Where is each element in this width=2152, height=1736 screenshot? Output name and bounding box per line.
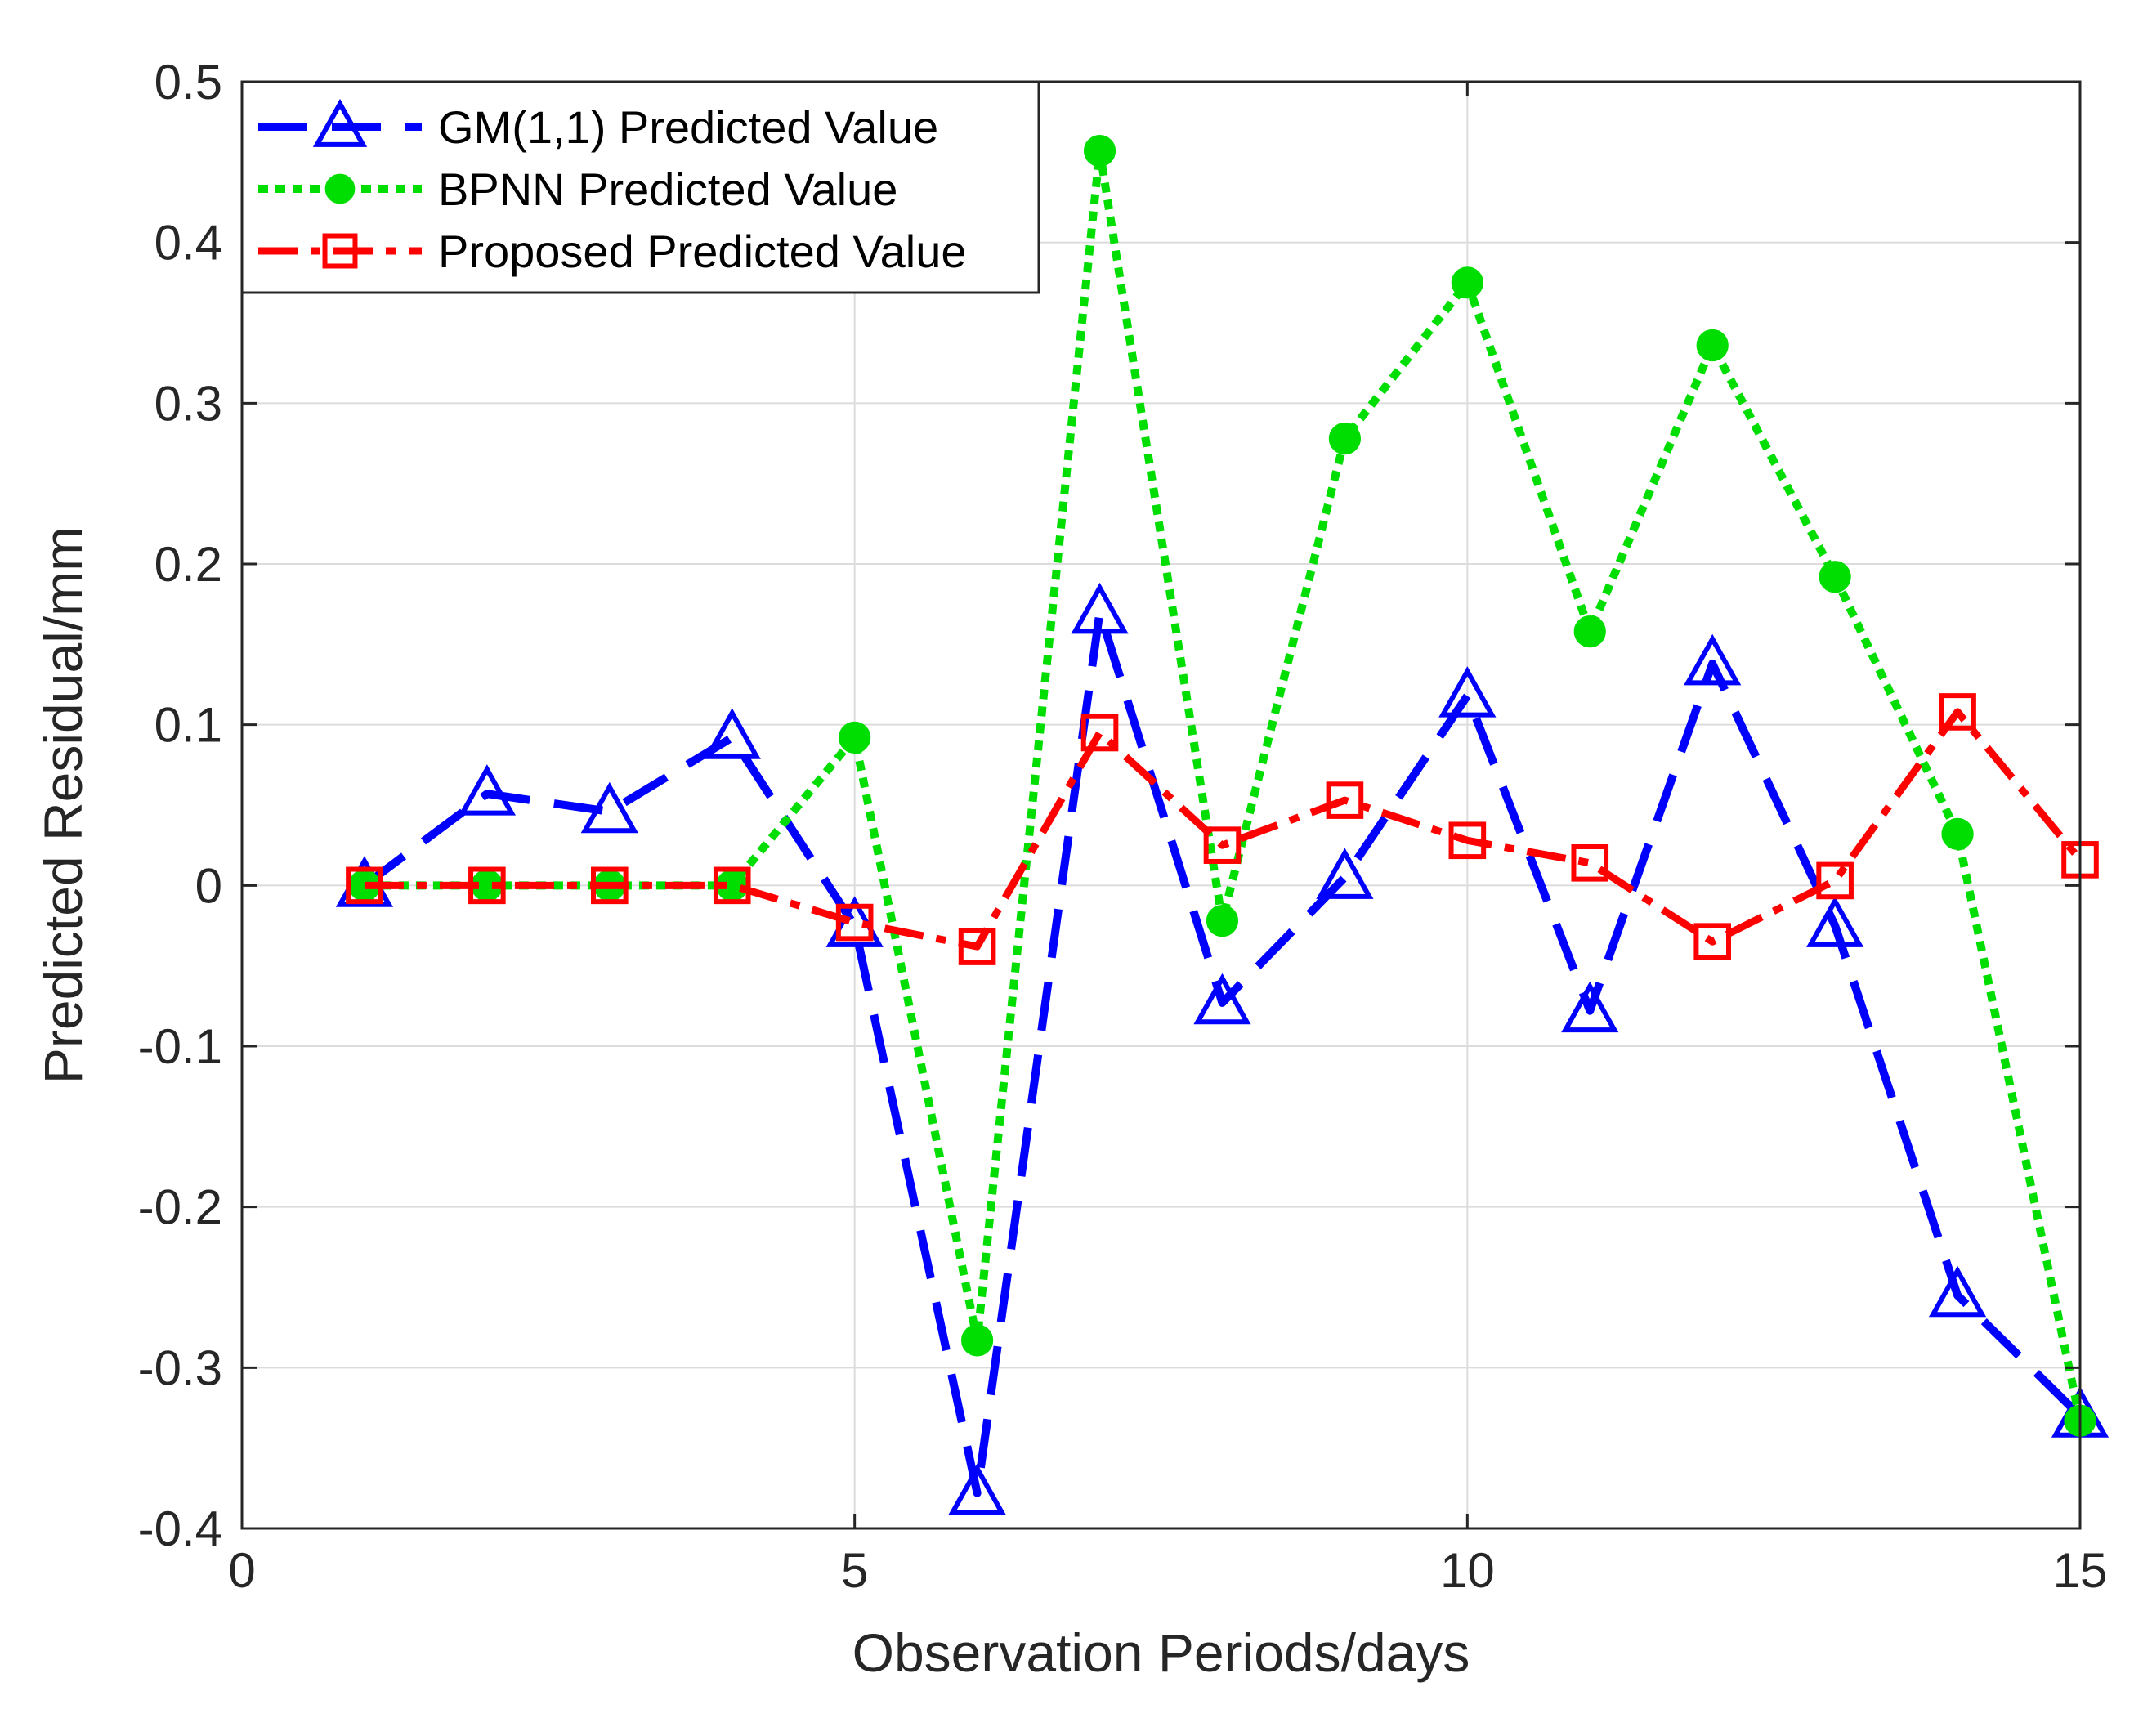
triangle-marker — [1316, 848, 1374, 899]
legend-item-2: BPNN Predicted Value — [258, 163, 897, 215]
series-line — [361, 608, 2083, 1497]
x-tick-label: 5 — [841, 1543, 868, 1598]
plot-area-border — [240, 80, 2082, 1530]
y-tick-label: 0 — [195, 858, 222, 913]
y-tick-label: -0.3 — [138, 1340, 222, 1395]
triangle-marker — [1438, 666, 1497, 718]
square-marker — [322, 233, 358, 269]
square-marker — [468, 866, 506, 905]
square-marker — [1571, 844, 1609, 882]
triangle-marker — [580, 781, 638, 834]
triangle-marker — [1928, 1265, 1987, 1318]
square-marker — [1939, 693, 1976, 731]
triangle-marker — [458, 764, 516, 816]
x-axis-label: Observation Periods/days — [852, 1622, 1470, 1683]
triangle-marker — [1561, 981, 1619, 1033]
circle-marker — [1819, 561, 1851, 593]
axis-ticks — [240, 80, 2082, 1530]
square-marker — [1203, 826, 1242, 864]
square-marker — [1693, 923, 1731, 960]
y-tick-label: -0.4 — [138, 1501, 222, 1556]
circle-marker — [1573, 615, 1606, 648]
square-marker — [591, 866, 629, 905]
legend-box — [240, 80, 1040, 294]
square-marker — [1080, 714, 1119, 752]
y-tick-label: -0.2 — [138, 1180, 222, 1235]
tick-labels: 0 5 10 15 -0.4 -0.3 -0.2 -0.1 0 0.1 0.2 0.3 0.4 0.5 — [138, 55, 2108, 1598]
legend-item-3: Proposed Predicted Value — [258, 226, 967, 277]
x-tick-label: 15 — [2053, 1543, 2108, 1598]
triangle-marker — [1806, 896, 1864, 947]
y-tick-label: 0.5 — [154, 55, 222, 110]
triangle-marker — [1684, 633, 1742, 686]
square-marker — [1326, 781, 1364, 819]
circle-marker — [1328, 423, 1362, 455]
triangle-marker — [1193, 973, 1251, 1025]
y-axis-label: Predicted Residual/mm — [33, 526, 93, 1084]
triangle-marker — [703, 708, 761, 759]
circle-marker — [1451, 266, 1483, 299]
circle-marker — [961, 1324, 994, 1357]
y-tick-label: 0.2 — [154, 537, 222, 592]
circle-marker — [324, 173, 356, 204]
square-marker — [958, 928, 996, 965]
legend-label: GM(1,1) Predicted Value — [438, 101, 938, 153]
series-line — [364, 708, 2083, 951]
square-marker — [346, 866, 383, 905]
y-tick-label: 0.4 — [154, 216, 222, 271]
series-1 — [335, 582, 2109, 1515]
y-tick-label: 0.1 — [154, 698, 222, 753]
square-marker — [1448, 821, 1487, 860]
square-marker — [713, 866, 751, 905]
y-tick-label: 0.3 — [154, 376, 222, 431]
triangle-marker — [948, 1463, 1006, 1515]
y-tick-label: -0.1 — [138, 1019, 222, 1074]
circle-marker — [1696, 329, 1729, 362]
series-3 — [346, 693, 2099, 965]
triangle-marker — [312, 98, 368, 147]
circle-marker — [1941, 817, 1974, 851]
legend-label: Proposed Predicted Value — [438, 226, 967, 277]
series-layer — [335, 134, 2109, 1515]
legend-item-1: GM(1,1) Predicted Value — [258, 98, 938, 153]
triangle-marker — [1071, 582, 1129, 634]
x-tick-label: 0 — [228, 1543, 255, 1598]
legend-label: BPNN Predicted Value — [438, 163, 897, 215]
legend: GM(1,1) Predicted Value BPNN Predicted Va… — [240, 80, 1040, 294]
circle-marker — [1206, 905, 1239, 937]
square-marker — [835, 903, 874, 942]
circle-marker — [839, 721, 871, 754]
circle-marker — [1083, 134, 1116, 168]
x-tick-label: 10 — [1440, 1543, 1495, 1598]
square-marker — [1816, 861, 1854, 900]
